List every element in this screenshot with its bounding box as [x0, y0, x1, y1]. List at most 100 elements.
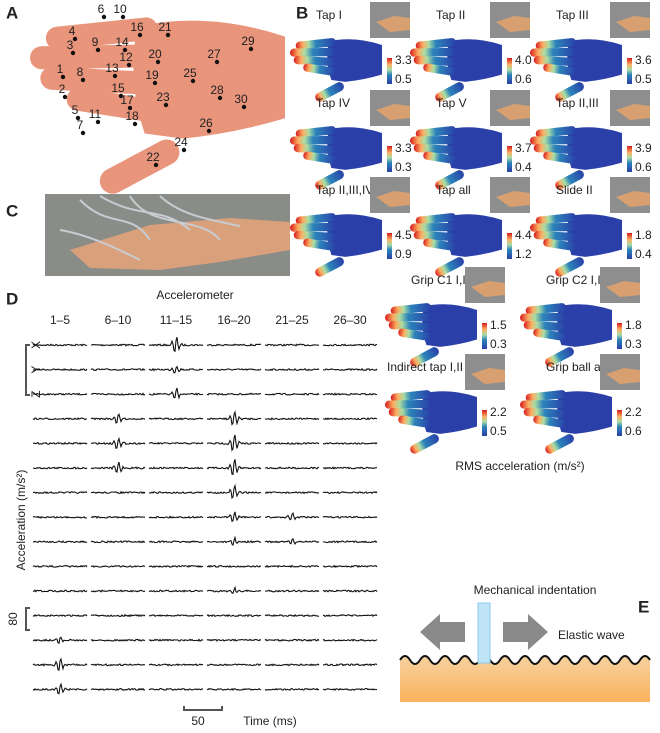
colorbar-min: 0.6: [515, 72, 532, 86]
finger: [530, 47, 577, 57]
hand: [410, 213, 502, 277]
finger: [295, 38, 337, 50]
point-label: 21: [158, 20, 172, 34]
point-dot: [190, 78, 196, 84]
trace: [90, 589, 146, 593]
panel-label: C: [6, 201, 18, 220]
hand: [530, 126, 622, 190]
trace: [90, 687, 146, 691]
colorbar-min: 0.5: [635, 72, 652, 86]
map-title: Tap I: [316, 8, 342, 22]
trace: [32, 589, 88, 593]
point-dot: [120, 14, 126, 20]
point-label: 18: [125, 109, 139, 123]
colorbar: [627, 146, 632, 172]
trace: [148, 540, 204, 544]
thumb: [410, 347, 439, 367]
colorbar-max: 3.3: [395, 53, 412, 67]
point-label: 4: [69, 24, 76, 38]
finger: [543, 63, 577, 76]
finger: [543, 238, 577, 251]
trace: [32, 392, 88, 396]
point-dot: [152, 80, 158, 86]
trace: [264, 538, 320, 545]
colorbar-max: 3.7: [515, 141, 532, 155]
hand: [290, 213, 382, 277]
group-label: 26–30: [333, 313, 367, 327]
finger: [290, 135, 337, 145]
finger: [66, 87, 158, 122]
trace: [264, 392, 320, 396]
colorbar-min: 0.3: [490, 337, 507, 351]
trace: [206, 613, 262, 618]
trace: [322, 343, 377, 347]
map-title: Indirect tap I,II: [387, 360, 463, 374]
trace: [32, 343, 88, 347]
point-label: 10: [113, 2, 127, 16]
hand: [290, 38, 382, 102]
finger: [415, 126, 457, 138]
point-label: 26: [199, 116, 213, 130]
trace: [322, 614, 378, 618]
point-label: 17: [120, 93, 134, 107]
trace: [32, 636, 88, 645]
trace: [90, 613, 146, 618]
trace: [90, 436, 146, 449]
trace: [148, 589, 204, 593]
panel-label: A: [6, 3, 18, 22]
trace: [322, 589, 378, 593]
trace: [264, 343, 320, 347]
finger: [303, 238, 337, 251]
thumb: [555, 82, 584, 102]
trace: [90, 461, 146, 473]
finger: [295, 126, 337, 138]
colorbar-min: 0.5: [490, 424, 507, 438]
finger: [413, 143, 457, 154]
x-axis-label: Time (ms): [243, 714, 297, 728]
trace: [206, 434, 262, 452]
trace: [264, 564, 320, 569]
trace: [148, 387, 204, 400]
trace: [206, 535, 262, 546]
map-title: Tap V: [436, 96, 467, 110]
thumb: [315, 82, 344, 102]
map-title: Tap II,III: [556, 96, 599, 110]
trace: [322, 638, 378, 642]
trace: [90, 515, 146, 519]
finger: [533, 328, 567, 341]
palm: [327, 127, 382, 170]
map-title: Slide II: [556, 183, 593, 197]
trace: [32, 441, 88, 445]
finger: [530, 135, 577, 145]
trace: [91, 343, 146, 347]
point-dot: [122, 47, 128, 53]
finger: [413, 55, 457, 66]
finger: [303, 63, 337, 76]
trace: [206, 368, 262, 371]
point-dot: [206, 128, 212, 134]
group-label: 6–10: [105, 313, 132, 327]
colorbar: [387, 146, 392, 172]
point-dot: [101, 14, 107, 20]
point-label: 19: [145, 68, 159, 82]
trace: [264, 368, 320, 372]
finger: [385, 399, 432, 409]
group-label: 16–20: [217, 313, 251, 327]
point-label: 16: [130, 20, 144, 34]
colorbar: [482, 323, 487, 349]
palm: [327, 39, 382, 82]
point-dot: [80, 77, 86, 83]
point-dot: [137, 32, 143, 38]
finger: [543, 151, 577, 164]
scale-bar: [25, 607, 30, 631]
finger: [293, 55, 337, 66]
colorbar-min: 0.6: [625, 424, 642, 438]
trace: [148, 491, 204, 495]
trace: [32, 417, 87, 421]
trace: [264, 441, 320, 446]
colorbar: [627, 233, 632, 259]
thumb: [99, 139, 180, 194]
annotation: Mechanical indentation: [474, 583, 597, 597]
colorbar: [617, 410, 622, 436]
